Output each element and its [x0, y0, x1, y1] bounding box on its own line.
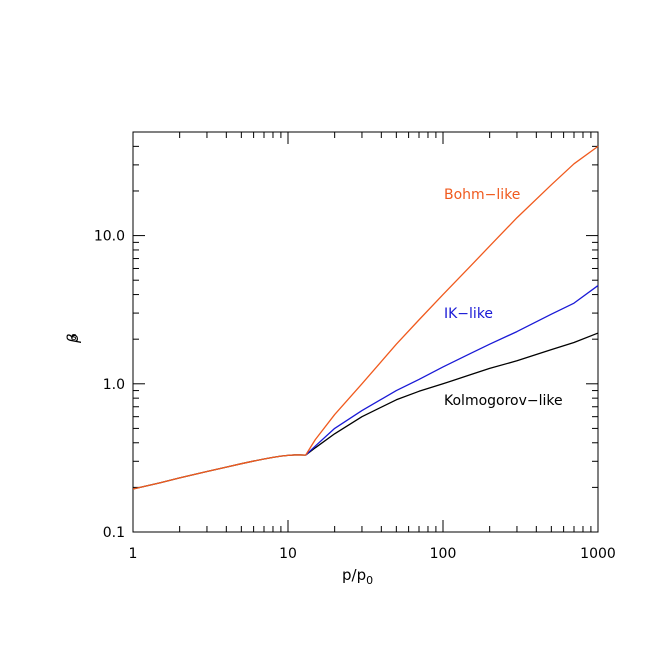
series-lines	[132, 145, 599, 490]
y-tick-label: 10.0	[94, 229, 125, 245]
series-line-common-overlay	[132, 454, 306, 490]
x-tick-label: 10	[279, 546, 297, 562]
x-axis-label: p/p0	[342, 566, 373, 587]
plot-frame	[132, 131, 599, 533]
series-line-ik	[305, 285, 599, 456]
y-tick-label: 1.0	[103, 377, 125, 393]
y-axis-label: β s	[64, 330, 82, 344]
series-label-ik: IK−like	[444, 306, 493, 322]
x-axis-label-subscript: 0	[366, 574, 373, 587]
y-axis-label-main: β	[64, 333, 82, 344]
series-line-kolmogorov	[305, 332, 599, 456]
x-tick-label: 1	[129, 546, 138, 562]
series-label-bohm: Bohm−like	[444, 187, 520, 203]
x-tick-label: 1000	[580, 546, 616, 562]
x-tick-label: 100	[430, 546, 457, 562]
series-labels: Bohm−like IK−like Kolmogorov−like	[444, 187, 563, 409]
x-axis-label-main: p/p	[342, 566, 366, 584]
tick-labels: 1 10 100 1000 0.1 1.0 10.0	[94, 229, 616, 562]
series-label-kolmogorov: Kolmogorov−like	[444, 393, 563, 409]
series-line-common	[132, 454, 306, 490]
y-tick-label: 0.1	[103, 525, 125, 541]
y-axis-label-subscript: s	[71, 330, 77, 343]
series-line-bohm	[305, 145, 599, 456]
